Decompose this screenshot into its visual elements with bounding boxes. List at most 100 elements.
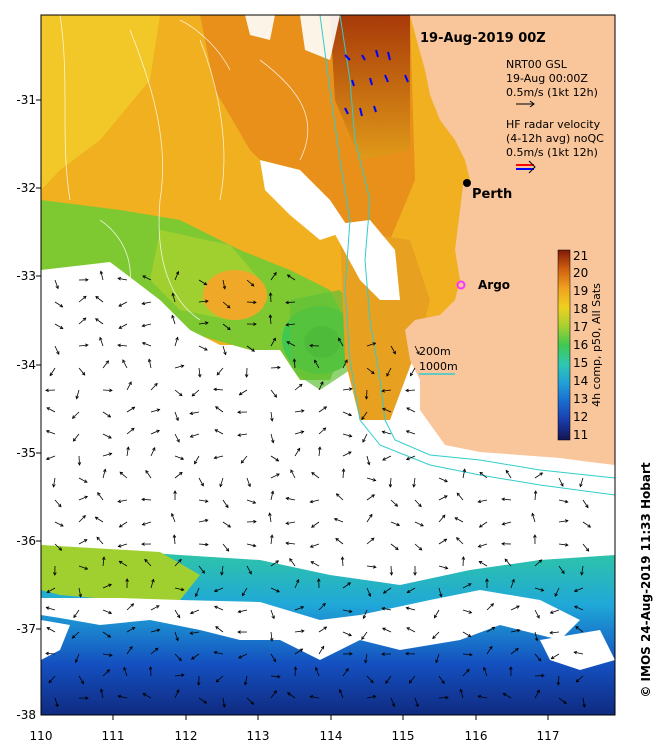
current-arrowhead	[237, 410, 241, 414]
current-arrowhead	[534, 637, 539, 642]
current-arrowhead	[268, 292, 273, 296]
current-arrow	[342, 468, 345, 479]
x-axis: 110 111 112 113 114 115 116 117	[30, 715, 559, 743]
current-arrow	[148, 359, 152, 369]
current-arrowhead	[99, 270, 104, 275]
current-arrowhead	[381, 389, 386, 393]
current-arrow	[366, 514, 373, 523]
current-arrow	[54, 279, 59, 289]
current-arrowhead	[485, 578, 489, 582]
current-arrowhead	[205, 299, 209, 304]
current-arrow	[216, 367, 224, 376]
current-arrow	[293, 358, 296, 369]
current-arrowhead	[381, 652, 385, 656]
current-arrow	[78, 515, 86, 523]
current-arrowhead	[381, 407, 386, 412]
current-arrowhead	[194, 460, 198, 465]
current-arrowhead	[533, 490, 538, 494]
current-arrowhead	[225, 547, 230, 552]
current-arrowhead	[189, 631, 194, 635]
current-arrow	[118, 323, 128, 329]
current-arrow	[174, 559, 182, 567]
current-arrowhead	[60, 523, 64, 527]
current-arrow	[335, 538, 344, 545]
current-arrow	[95, 296, 104, 303]
current-arrowhead	[533, 534, 537, 538]
current-arrow	[190, 609, 200, 614]
current-arrow	[118, 344, 128, 347]
x-tick: 113	[247, 729, 270, 743]
current-arrowhead	[391, 703, 396, 708]
current-arrowhead	[556, 682, 561, 686]
current-arrow	[342, 451, 352, 457]
current-arrow	[99, 337, 104, 347]
current-arrowhead	[444, 479, 448, 483]
current-arrowhead	[438, 593, 443, 598]
current-arrow	[366, 565, 376, 568]
current-arrowhead	[45, 606, 50, 610]
current-arrow	[142, 323, 152, 327]
current-arrowhead	[250, 701, 255, 705]
current-arrow	[174, 631, 179, 641]
current-arrow	[362, 433, 368, 443]
current-arrowhead	[573, 588, 578, 593]
radar-scale: 0.5m/s (1kt 12h)	[506, 146, 598, 159]
current-arrowhead	[285, 496, 290, 501]
current-arrowhead	[389, 572, 394, 576]
current-arrow	[531, 513, 536, 523]
current-arrow	[414, 499, 422, 507]
current-arrow	[294, 383, 303, 391]
radar-line1: HF radar velocity	[506, 118, 601, 131]
current-arrowhead	[102, 468, 107, 473]
current-arrowhead	[237, 630, 241, 634]
current-arrowhead	[273, 271, 277, 276]
current-arrow	[534, 472, 543, 479]
current-arrow	[246, 697, 254, 705]
current-arrowhead	[45, 388, 49, 393]
current-arrowhead	[204, 518, 209, 523]
current-arrow	[338, 338, 344, 347]
current-arrow	[486, 626, 495, 633]
current-arrowhead	[409, 372, 414, 377]
current-arrowhead	[117, 694, 122, 699]
radar-line2: (4-12h avg) noQC	[506, 132, 604, 145]
current-arrow	[558, 543, 568, 546]
current-arrowhead	[82, 515, 86, 519]
current-arrowhead	[99, 336, 103, 341]
current-arrowhead	[201, 570, 205, 574]
current-arrowhead	[107, 634, 112, 638]
current-arrowhead	[197, 374, 202, 378]
current-arrowhead	[314, 666, 319, 671]
current-arrow	[72, 411, 80, 419]
current-arrow	[78, 295, 87, 303]
current-arrowhead	[142, 693, 147, 697]
current-arrowhead	[147, 358, 152, 363]
current-arrowhead	[145, 469, 149, 474]
current-arrow	[118, 543, 128, 547]
current-arrowhead	[537, 657, 542, 662]
map-title: 19-Aug-2019 00Z	[420, 31, 546, 46]
current-arrowhead	[268, 512, 272, 517]
current-arrow	[100, 271, 104, 281]
current-arrowhead	[347, 582, 352, 586]
current-arrowhead	[248, 570, 252, 575]
current-arrowhead	[416, 351, 420, 355]
current-arrowhead	[413, 572, 417, 576]
current-arrowhead	[286, 341, 291, 345]
current-arrowhead	[277, 674, 281, 679]
current-arrow	[534, 490, 537, 501]
current-arrow	[78, 675, 84, 684]
current-arrowhead	[52, 483, 56, 488]
current-arrow	[286, 323, 296, 326]
current-arrow	[102, 360, 109, 369]
y-tick: -34	[16, 358, 36, 372]
current-arrow	[342, 668, 349, 677]
current-arrowhead	[253, 322, 257, 326]
current-arrowhead	[178, 657, 182, 662]
current-arrowhead	[300, 409, 305, 413]
current-arrowhead	[560, 483, 564, 487]
current-arrow	[97, 492, 104, 501]
current-arrow	[390, 345, 396, 355]
current-arrow	[557, 675, 560, 685]
current-arrow	[123, 667, 128, 677]
